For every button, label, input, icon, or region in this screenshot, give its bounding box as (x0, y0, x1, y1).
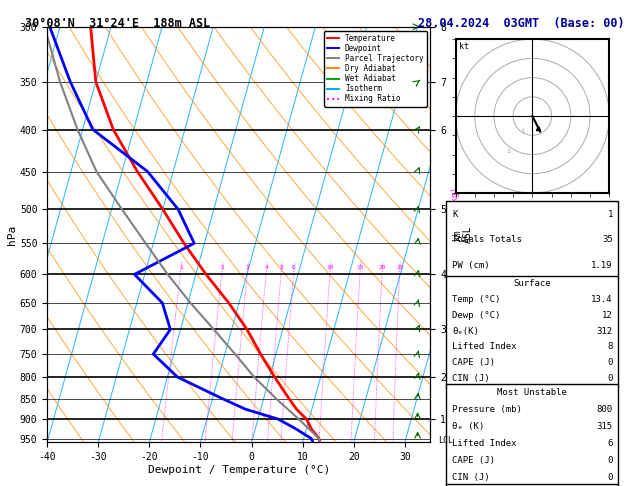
Text: CIN (J): CIN (J) (452, 473, 489, 482)
Text: 10: 10 (326, 264, 334, 270)
Text: 0: 0 (608, 358, 613, 367)
Bar (447, 484, 618, 486)
Text: 3: 3 (246, 264, 250, 270)
Text: 30°08'N  31°24'E  188m ASL: 30°08'N 31°24'E 188m ASL (25, 17, 211, 30)
Text: kt: kt (459, 42, 469, 51)
Y-axis label: hPa: hPa (7, 225, 17, 244)
Text: CIN (J): CIN (J) (452, 374, 489, 383)
Text: 8: 8 (608, 342, 613, 351)
Text: 4: 4 (265, 264, 269, 270)
Text: Lifted Index: Lifted Index (452, 342, 516, 351)
Text: 6: 6 (292, 264, 296, 270)
Text: Lifted Index: Lifted Index (452, 439, 516, 448)
Text: θₑ(K): θₑ(K) (452, 327, 479, 336)
Text: 35: 35 (602, 235, 613, 244)
Text: LCL: LCL (438, 436, 453, 445)
Text: ⚓: ⚓ (507, 148, 511, 154)
Bar (447, 276, 618, 386)
Text: K: K (452, 209, 457, 219)
Text: Dewp (°C): Dewp (°C) (452, 311, 501, 320)
Text: 2: 2 (220, 264, 224, 270)
Text: 25: 25 (396, 264, 404, 270)
Text: CAPE (J): CAPE (J) (452, 456, 495, 465)
X-axis label: Dewpoint / Temperature (°C): Dewpoint / Temperature (°C) (148, 465, 330, 475)
Text: PW (cm): PW (cm) (452, 261, 489, 270)
Text: Surface: Surface (514, 279, 551, 288)
Text: 1.19: 1.19 (591, 261, 613, 270)
Text: Pressure (mb): Pressure (mb) (452, 405, 522, 414)
Text: 312: 312 (597, 327, 613, 336)
Text: 315: 315 (597, 422, 613, 431)
Text: 15: 15 (357, 264, 364, 270)
Text: 20: 20 (379, 264, 386, 270)
Bar (447, 384, 618, 486)
Text: 0: 0 (608, 473, 613, 482)
Text: CAPE (J): CAPE (J) (452, 358, 495, 367)
Text: Temp (°C): Temp (°C) (452, 295, 501, 304)
Bar (447, 201, 618, 278)
Text: 6: 6 (608, 439, 613, 448)
Text: 28.04.2024  03GMT  (Base: 00): 28.04.2024 03GMT (Base: 00) (418, 17, 625, 30)
Y-axis label: km
ASL: km ASL (452, 226, 473, 243)
Text: 13.4: 13.4 (591, 295, 613, 304)
Text: ⚓: ⚓ (521, 128, 525, 135)
Text: 0: 0 (608, 374, 613, 383)
Text: θₑ (K): θₑ (K) (452, 422, 484, 431)
Text: Totals Totals: Totals Totals (452, 235, 522, 244)
Text: 800: 800 (597, 405, 613, 414)
Text: 1: 1 (179, 264, 182, 270)
Text: Most Unstable: Most Unstable (498, 388, 567, 397)
Text: 12: 12 (602, 311, 613, 320)
Text: 5: 5 (279, 264, 283, 270)
Text: 0: 0 (608, 456, 613, 465)
Text: 1: 1 (608, 209, 613, 219)
Text: Mixing Ratio (g/kg): Mixing Ratio (g/kg) (451, 187, 460, 282)
Legend: Temperature, Dewpoint, Parcel Trajectory, Dry Adiabat, Wet Adiabat, Isotherm, Mi: Temperature, Dewpoint, Parcel Trajectory… (325, 31, 426, 106)
